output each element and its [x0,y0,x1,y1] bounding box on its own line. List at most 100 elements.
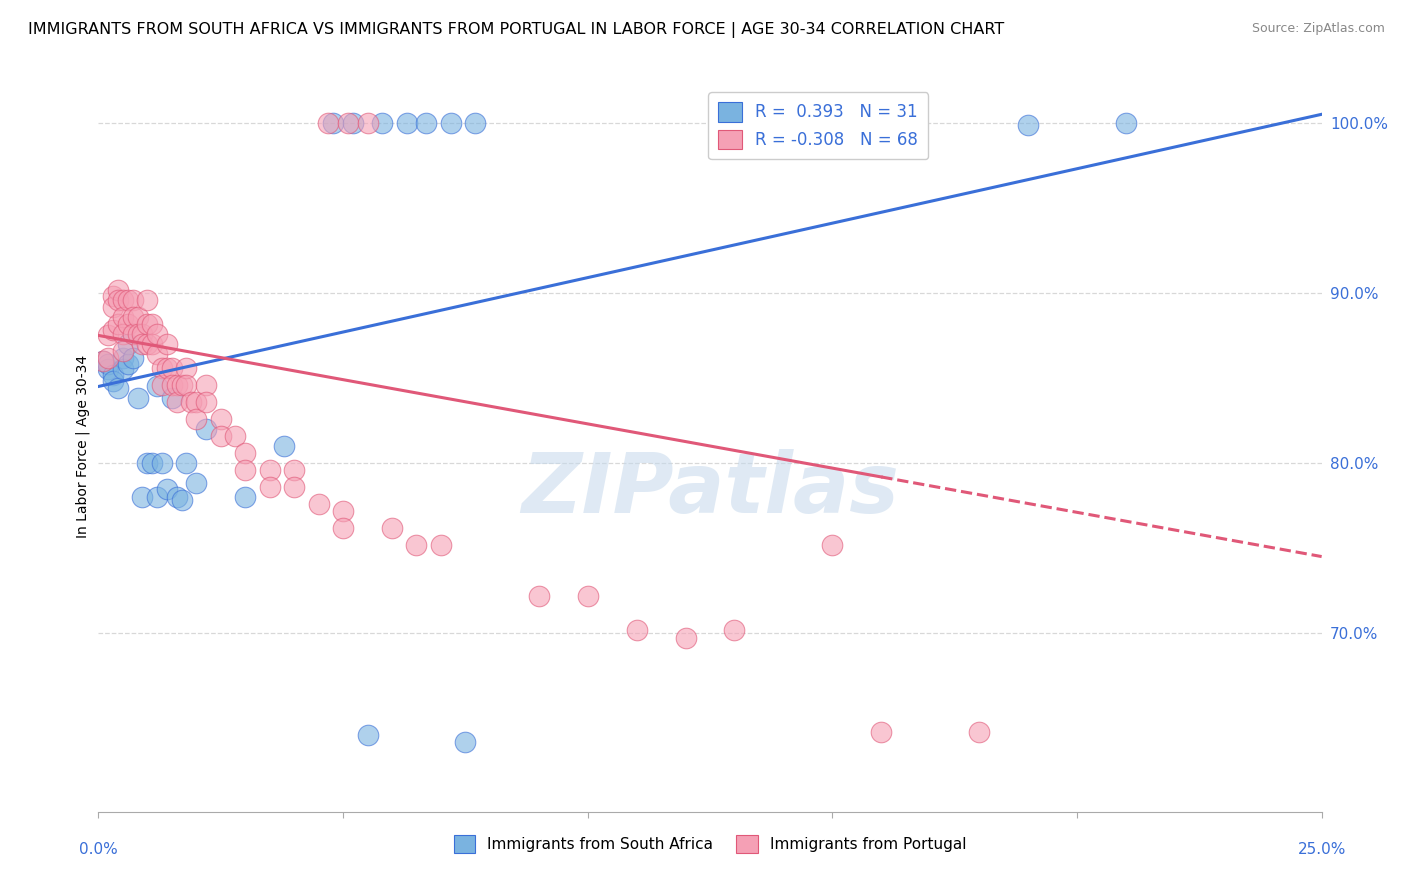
Point [224,429,246,443]
Point [127,392,149,406]
Text: 25.0%: 25.0% [1298,842,1346,857]
Point [101,300,124,314]
Point [111,326,134,341]
Point [141,456,163,470]
Point [117,337,139,351]
Y-axis label: In Labor Force | Age 30-34: In Labor Force | Age 30-34 [76,354,90,538]
Point [180,394,202,409]
Point [186,476,208,491]
Point [107,381,129,395]
Point [111,343,134,358]
Point [146,326,169,341]
Point [415,116,437,130]
Point [97,357,120,371]
Point [160,360,183,375]
Point [209,429,232,443]
Point [195,377,218,392]
Point [176,360,198,375]
Legend: Immigrants from South Africa, Immigrants from Portugal: Immigrants from South Africa, Immigrants… [447,829,973,859]
Point [176,456,198,470]
Point [322,116,344,130]
Point [150,456,173,470]
Point [141,317,163,331]
Point [356,116,378,130]
Point [430,538,453,552]
Point [127,326,149,341]
Point [440,116,463,130]
Point [233,490,256,504]
Point [101,323,124,337]
Point [121,310,143,324]
Point [91,354,114,368]
Point [107,283,129,297]
Point [283,463,305,477]
Point [626,623,648,637]
Point [117,317,139,331]
Point [576,589,599,603]
Point [141,337,163,351]
Point [111,310,134,324]
Point [166,490,188,504]
Point [336,116,359,130]
Point [101,368,124,382]
Point [160,392,183,406]
Point [146,347,169,361]
Point [209,411,232,425]
Point [308,497,330,511]
Point [111,293,134,307]
Point [121,293,143,307]
Point [870,724,893,739]
Point [131,326,153,341]
Point [101,289,124,303]
Point [1115,116,1137,130]
Point [127,310,149,324]
Point [121,351,143,365]
Point [170,377,193,392]
Point [156,360,179,375]
Point [675,631,697,645]
Point [273,439,295,453]
Point [356,728,378,742]
Point [259,480,281,494]
Point [166,394,188,409]
Point [136,293,159,307]
Point [107,317,129,331]
Point [131,337,153,351]
Point [160,377,183,392]
Point [97,362,120,376]
Point [170,493,193,508]
Point [91,354,114,368]
Text: 0.0%: 0.0% [79,842,118,857]
Point [111,362,134,376]
Point [1017,118,1039,132]
Point [166,377,188,392]
Point [107,293,129,307]
Point [136,456,159,470]
Point [131,490,153,504]
Point [156,337,179,351]
Point [527,589,550,603]
Text: Source: ZipAtlas.com: Source: ZipAtlas.com [1251,22,1385,36]
Point [195,394,218,409]
Point [150,360,173,375]
Point [117,357,139,371]
Point [121,326,143,341]
Point [146,379,169,393]
Point [186,411,208,425]
Point [111,351,134,365]
Point [332,521,354,535]
Point [371,116,394,130]
Point [136,317,159,331]
Point [405,538,427,552]
Point [176,377,198,392]
Point [136,337,159,351]
Point [233,463,256,477]
Point [381,521,404,535]
Point [233,446,256,460]
Point [395,116,418,130]
Point [259,463,281,477]
Point [97,351,120,365]
Text: IMMIGRANTS FROM SOUTH AFRICA VS IMMIGRANTS FROM PORTUGAL IN LABOR FORCE | AGE 30: IMMIGRANTS FROM SOUTH AFRICA VS IMMIGRAN… [28,22,1004,38]
Point [967,724,990,739]
Point [186,394,208,409]
